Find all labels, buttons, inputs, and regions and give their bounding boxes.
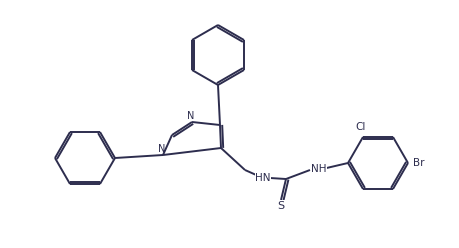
Text: N: N — [187, 111, 195, 121]
Text: Br: Br — [413, 158, 425, 168]
Text: S: S — [277, 201, 285, 211]
Text: Cl: Cl — [356, 122, 366, 132]
Text: HN: HN — [255, 173, 271, 183]
Text: N: N — [158, 144, 166, 154]
Text: NH: NH — [311, 164, 326, 174]
